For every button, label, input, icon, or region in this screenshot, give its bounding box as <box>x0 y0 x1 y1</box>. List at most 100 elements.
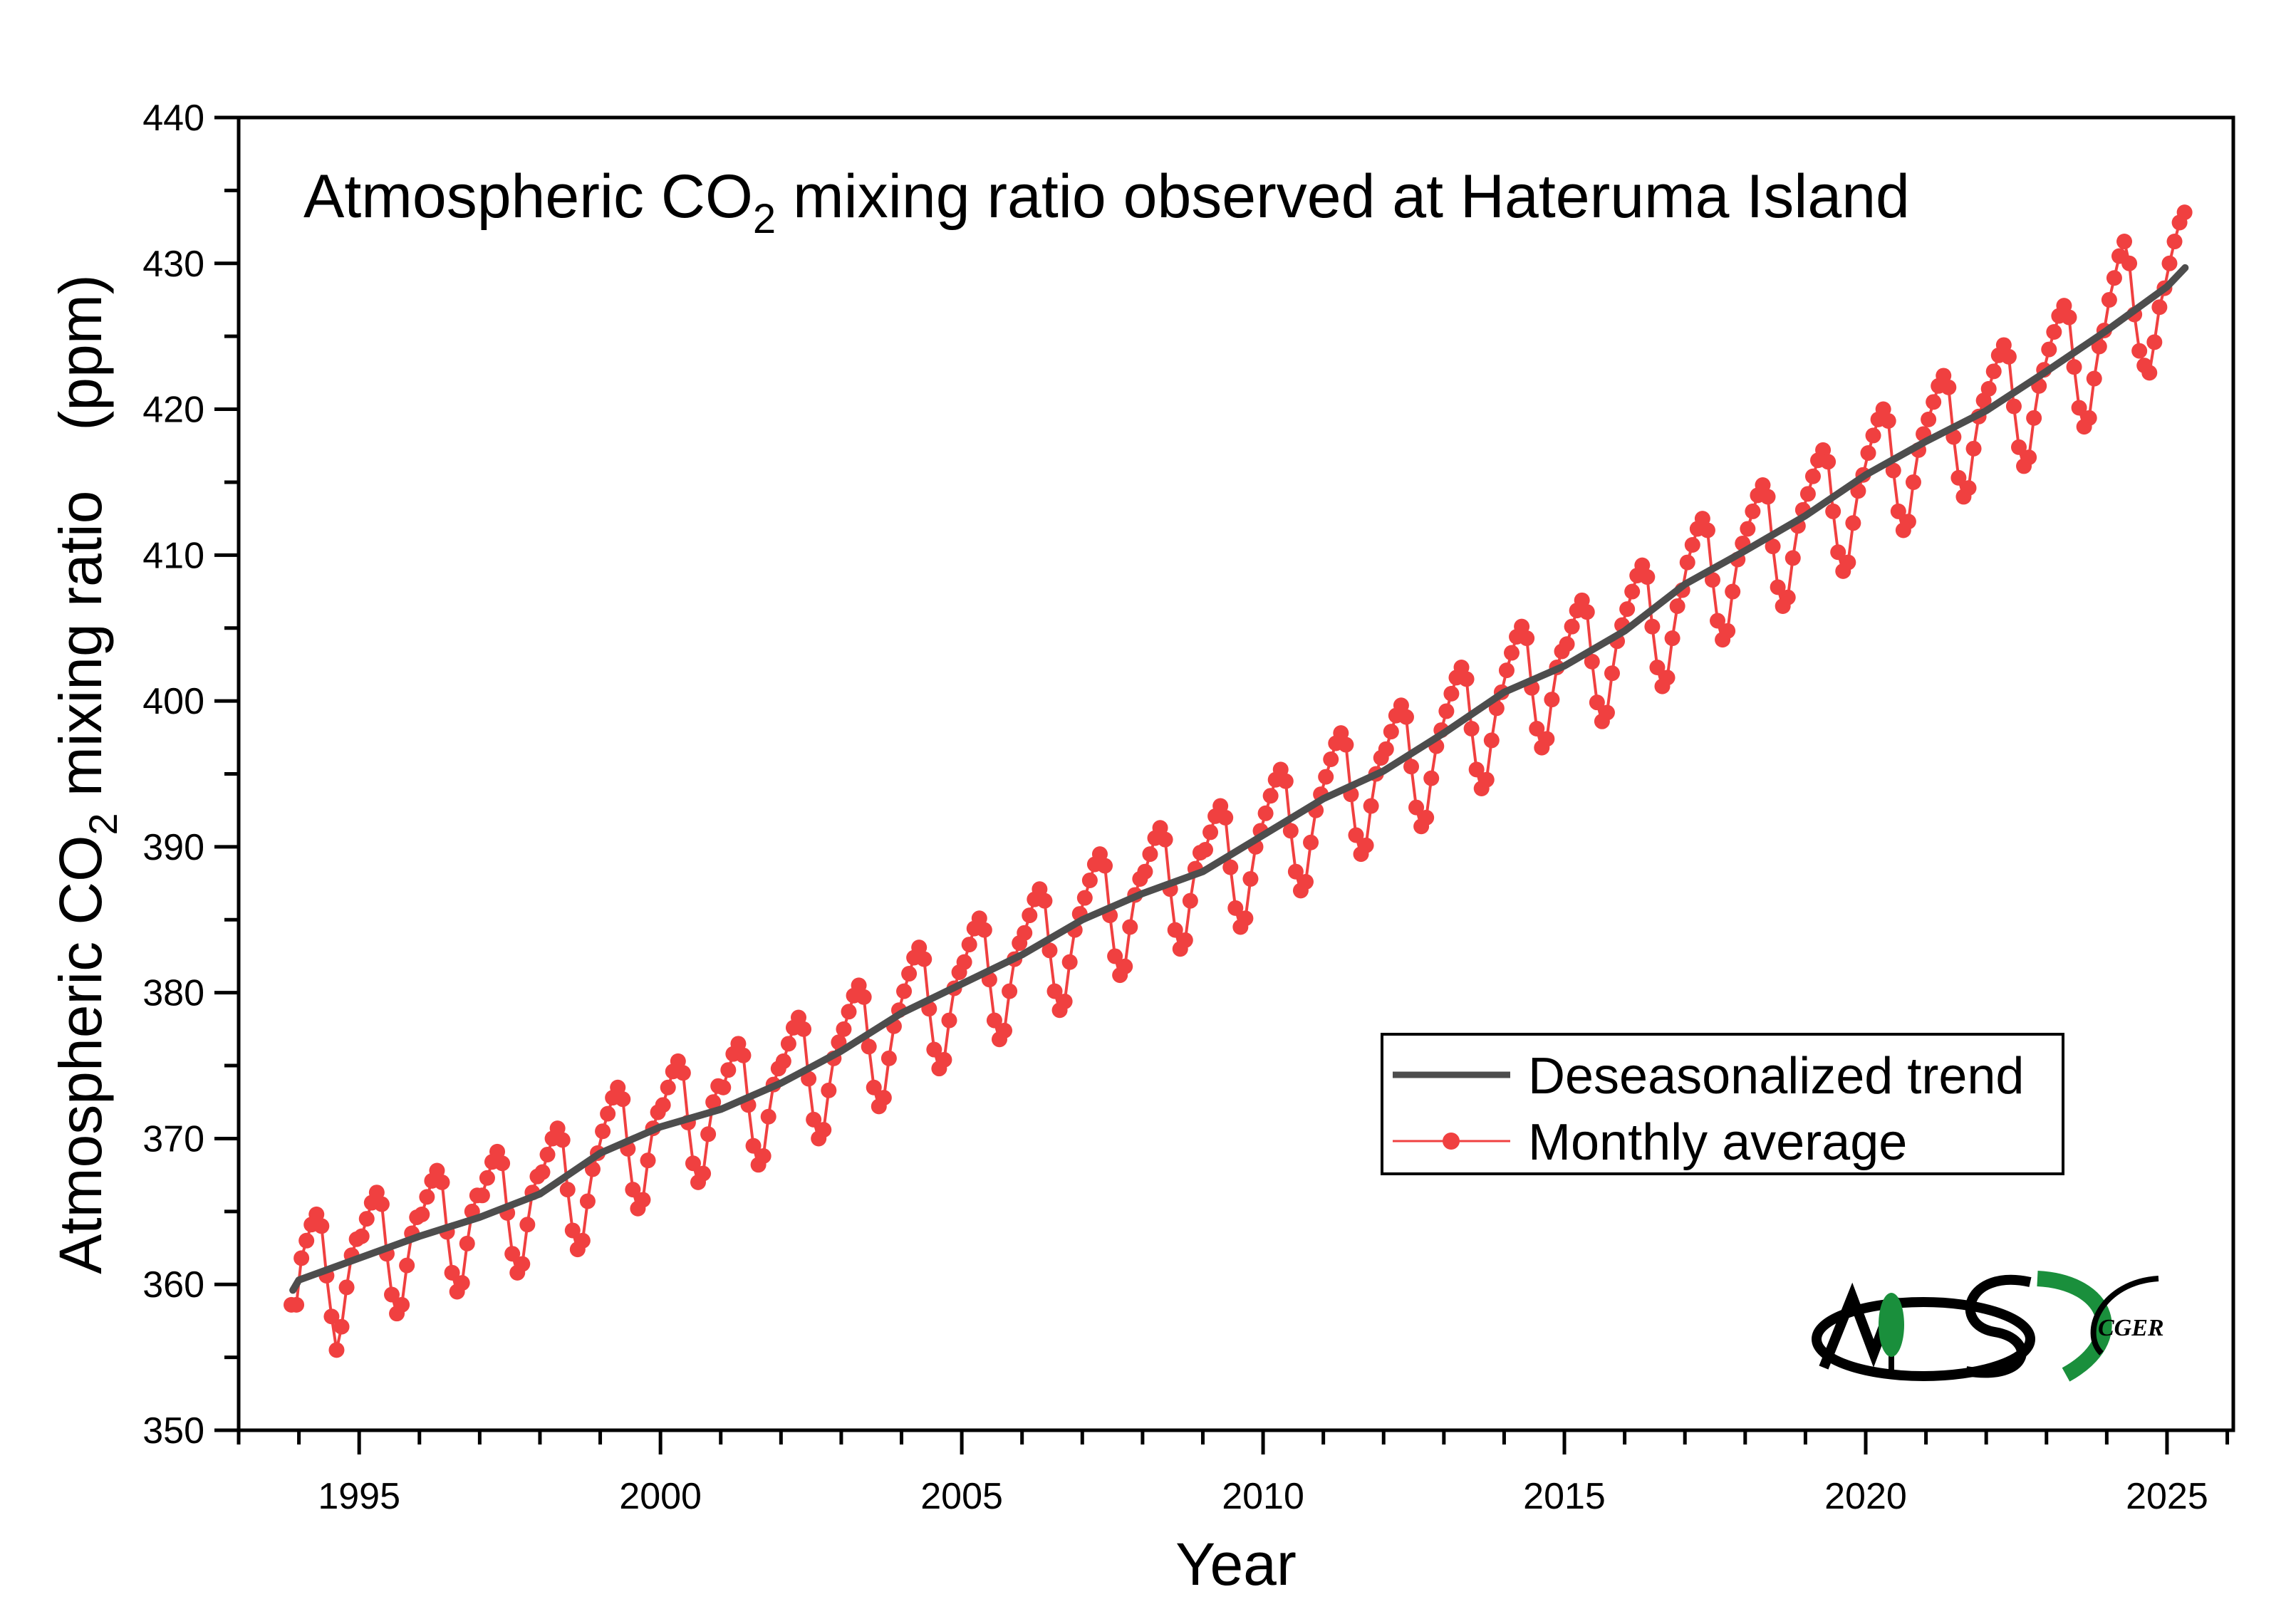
nies-logo <box>1812 1274 2035 1381</box>
monthly-average-point <box>2000 348 2017 365</box>
monthly-average-point <box>1222 859 1239 875</box>
monthly-average-point <box>504 1246 521 1262</box>
monthly-average-point <box>1468 761 1485 778</box>
monthly-average-point <box>1890 503 1906 519</box>
monthly-average-point <box>579 1193 596 1209</box>
monthly-average-point <box>896 983 913 999</box>
monthly-average-point <box>1649 660 1666 676</box>
cger-logo: CGER <box>2037 1271 2164 1382</box>
monthly-average-point <box>1017 925 1033 941</box>
monthly-average-point <box>1760 489 1776 505</box>
monthly-average-point <box>655 1097 671 1113</box>
svg-text:CGER: CGER <box>2098 1315 2164 1341</box>
monthly-average-point <box>1423 770 1440 786</box>
monthly-average-point <box>293 1250 310 1266</box>
monthly-average-point <box>1041 942 1058 959</box>
monthly-average-point <box>1277 773 1294 789</box>
monthly-average-point <box>2121 255 2138 271</box>
monthly-average-point <box>1985 363 2002 380</box>
monthly-average-point <box>534 1164 551 1180</box>
monthly-average-point <box>1443 685 1460 702</box>
y-tick-label: 430 <box>142 244 204 285</box>
monthly-average-point <box>574 1232 591 1249</box>
monthly-average-point <box>1519 630 1535 647</box>
monthly-average-point <box>1659 670 1676 686</box>
monthly-average-point <box>1303 834 1319 850</box>
monthly-average-point <box>2061 309 2077 326</box>
monthly-average-point <box>1202 824 1219 840</box>
monthly-average-point <box>685 1155 701 1172</box>
monthly-average-point <box>1950 469 1967 486</box>
monthly-average-point <box>2176 204 2193 221</box>
monthly-average-point <box>2010 439 2027 455</box>
monthly-average-point <box>358 1211 375 1227</box>
monthly-average-point <box>1323 751 1339 768</box>
monthly-average-point <box>760 1108 776 1125</box>
monthly-average-point <box>1383 724 1399 740</box>
monthly-average-point <box>1408 799 1425 816</box>
monthly-average-point <box>861 1039 877 1055</box>
monthly-average-point <box>1599 704 1615 721</box>
monthly-average-point <box>1483 732 1500 749</box>
monthly-average-point <box>1880 412 1896 429</box>
monthly-average-point <box>1799 486 1816 502</box>
monthly-average-point <box>1825 503 1841 519</box>
monthly-average-point <box>1604 665 1620 682</box>
monthly-average-point <box>2046 324 2062 340</box>
plot-marks <box>284 204 2193 1358</box>
monthly-average-point <box>1980 380 1997 397</box>
monthly-average-point <box>961 937 977 953</box>
monthly-average-point <box>1619 601 1636 618</box>
monthly-average-point <box>635 1192 651 1208</box>
monthly-average-point <box>1720 623 1736 639</box>
monthly-average-point <box>2066 359 2082 375</box>
monthly-average-point <box>584 1161 601 1177</box>
deseasonalized-trend-line <box>289 264 2189 1294</box>
monthly-average-point <box>1227 900 1244 916</box>
monthly-average-point <box>1840 554 1856 571</box>
legend: Deseasonalized trend Monthly average <box>1381 1033 2064 1175</box>
monthly-average-point <box>1539 731 1555 747</box>
monthly-average-point <box>1669 598 1685 615</box>
monthly-average-point <box>444 1264 460 1281</box>
monthly-average-point <box>801 1071 817 1087</box>
monthly-average-point <box>2081 410 2097 426</box>
monthly-average-point <box>755 1148 772 1165</box>
monthly-average-point <box>1684 536 1700 553</box>
monthly-average-point <box>1478 771 1495 788</box>
monthly-average-point <box>715 1079 732 1095</box>
monthly-average-point <box>1338 736 1354 753</box>
monthly-average-point <box>1664 630 1680 647</box>
monthly-average-point <box>1458 671 1475 687</box>
monthly-average-point <box>1177 932 1193 948</box>
monthly-average-point <box>1639 569 1656 585</box>
monthly-average-point <box>519 1217 536 1233</box>
x-tick-label: 2010 <box>1222 1476 1304 1517</box>
monthly-average-point <box>856 989 872 1005</box>
monthly-average-point <box>1770 579 1786 595</box>
monthly-average-point <box>876 1090 892 1106</box>
monthly-average-point <box>394 1296 410 1313</box>
monthly-average-point <box>936 1051 952 1068</box>
monthly-average-point <box>414 1206 430 1222</box>
monthly-average-point <box>1318 769 1334 785</box>
x-tick-label: 1995 <box>318 1476 400 1517</box>
monthly-average-point <box>474 1187 490 1204</box>
monthly-average-point <box>1845 515 1861 531</box>
monthly-average-point <box>1529 721 1545 737</box>
monthly-average-point <box>494 1155 511 1172</box>
monthly-average-point <box>313 1218 330 1234</box>
monthly-average-point <box>1197 841 1213 858</box>
monthly-average-point <box>1804 468 1821 484</box>
monthly-average-point <box>1926 394 1942 410</box>
monthly-average-point <box>1398 709 1414 725</box>
monthly-average-point <box>539 1146 556 1162</box>
monthly-average-point <box>1002 983 1018 999</box>
monthly-average-point <box>399 1257 415 1274</box>
monthly-average-point <box>1589 694 1605 711</box>
monthly-average-line <box>291 212 2186 1350</box>
monthly-average-point <box>338 1279 355 1296</box>
monthly-average-point <box>1885 462 1901 479</box>
monthly-average-point <box>554 1132 571 1148</box>
